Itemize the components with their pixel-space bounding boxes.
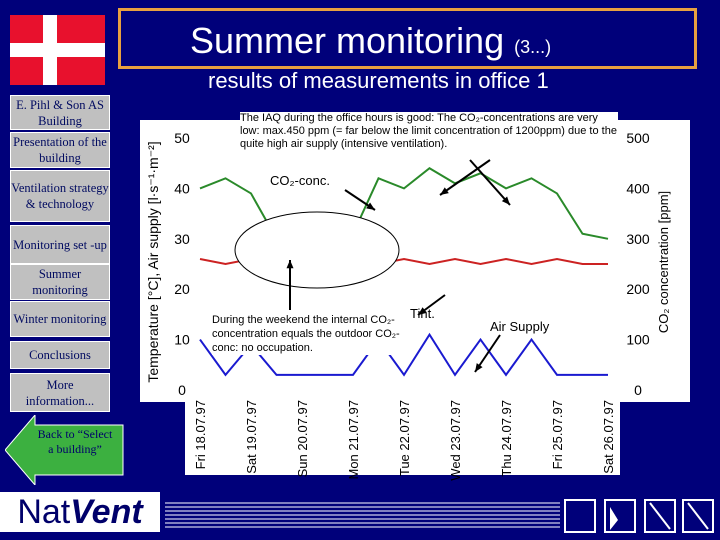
title-line: Summer monitoring (3...) xyxy=(190,20,650,62)
y-tick-label: 10 xyxy=(174,332,190,348)
highlight-ellipse xyxy=(234,211,400,289)
title-suffix: (3...) xyxy=(514,37,552,57)
arrow-head xyxy=(475,363,483,372)
stripe-bar xyxy=(165,502,560,530)
title-box xyxy=(118,8,697,69)
x-tick-label: Thu 24.07.97 xyxy=(499,400,514,477)
y2-tick-label: 100 xyxy=(626,332,650,348)
arrow-head xyxy=(366,202,375,210)
logo-first: Nat xyxy=(17,493,71,531)
series-label: CO₂-conc. xyxy=(270,173,330,188)
y-tick-label: 50 xyxy=(174,130,190,146)
arrow xyxy=(439,159,491,196)
nav-button[interactable]: More information... xyxy=(10,373,110,412)
series-label: Air Supply xyxy=(490,319,550,334)
arrow-head xyxy=(440,187,449,195)
arrow xyxy=(469,159,511,206)
arrow-head xyxy=(286,260,294,269)
nav-button[interactable]: Ventilation strategy & technology xyxy=(10,170,110,222)
y2-tick-label: 200 xyxy=(626,281,650,297)
arrow-head xyxy=(501,196,510,205)
back-button[interactable]: Back to “Select a building” xyxy=(4,413,125,487)
x-tick-label: Mon 21.07.97 xyxy=(346,400,361,480)
logo-second: Vent xyxy=(70,493,143,531)
y2-tick-label: 500 xyxy=(626,130,650,146)
flag xyxy=(10,15,105,85)
x-tick-label: Sat 19.07.97 xyxy=(244,400,259,474)
x-tick-label: Fri 25.07.97 xyxy=(550,400,565,469)
logo: NatVent xyxy=(0,492,160,532)
series-line xyxy=(199,332,608,377)
back-label: Back to “Select a building” xyxy=(37,427,113,456)
y-axis-label: Temperature [°C], Air supply [l·s⁻¹·m⁻²] xyxy=(145,141,161,382)
y2-tick-label: 300 xyxy=(626,231,650,247)
y2-tick-label: 400 xyxy=(626,180,650,196)
x-tick-label: Sat 26.07.97 xyxy=(601,400,616,474)
nav-icons xyxy=(564,499,714,533)
annotation-iaq: The IAQ during the office hours is good:… xyxy=(240,112,618,151)
y2-tick-label: 0 xyxy=(634,382,642,398)
x-tick-label: Fri 18.07.97 xyxy=(193,400,208,469)
subtitle: results of measurements in office 1 xyxy=(208,68,549,93)
nav-button[interactable]: Presentation of the building xyxy=(10,132,110,168)
arrow-head xyxy=(418,307,427,315)
nav-button[interactable]: Summer monitoring xyxy=(10,264,110,300)
y-tick-label: 0 xyxy=(178,382,186,398)
nav-button[interactable]: E. Pihl & Son AS Building xyxy=(10,95,110,130)
nav-button[interactable]: Monitoring set -up xyxy=(10,225,110,264)
nav-button[interactable]: Conclusions xyxy=(10,341,110,369)
x-tick-label: Wed 23.07.97 xyxy=(448,400,463,481)
nav-button[interactable]: Winter monitoring xyxy=(10,301,110,337)
y-tick-label: 30 xyxy=(174,231,190,247)
y-tick-label: 40 xyxy=(174,180,190,196)
x-tick-label: Sun 20.07.97 xyxy=(295,400,310,477)
x-tick-label: Tue 22.07.97 xyxy=(397,400,412,476)
y2-axis-label: CO₂ concentration [ppm] xyxy=(656,191,671,333)
title: Summer monitoring xyxy=(190,20,505,61)
y-tick-label: 20 xyxy=(174,281,190,297)
annotation-weekend: During the weekend the internal CO₂-conc… xyxy=(212,313,400,355)
